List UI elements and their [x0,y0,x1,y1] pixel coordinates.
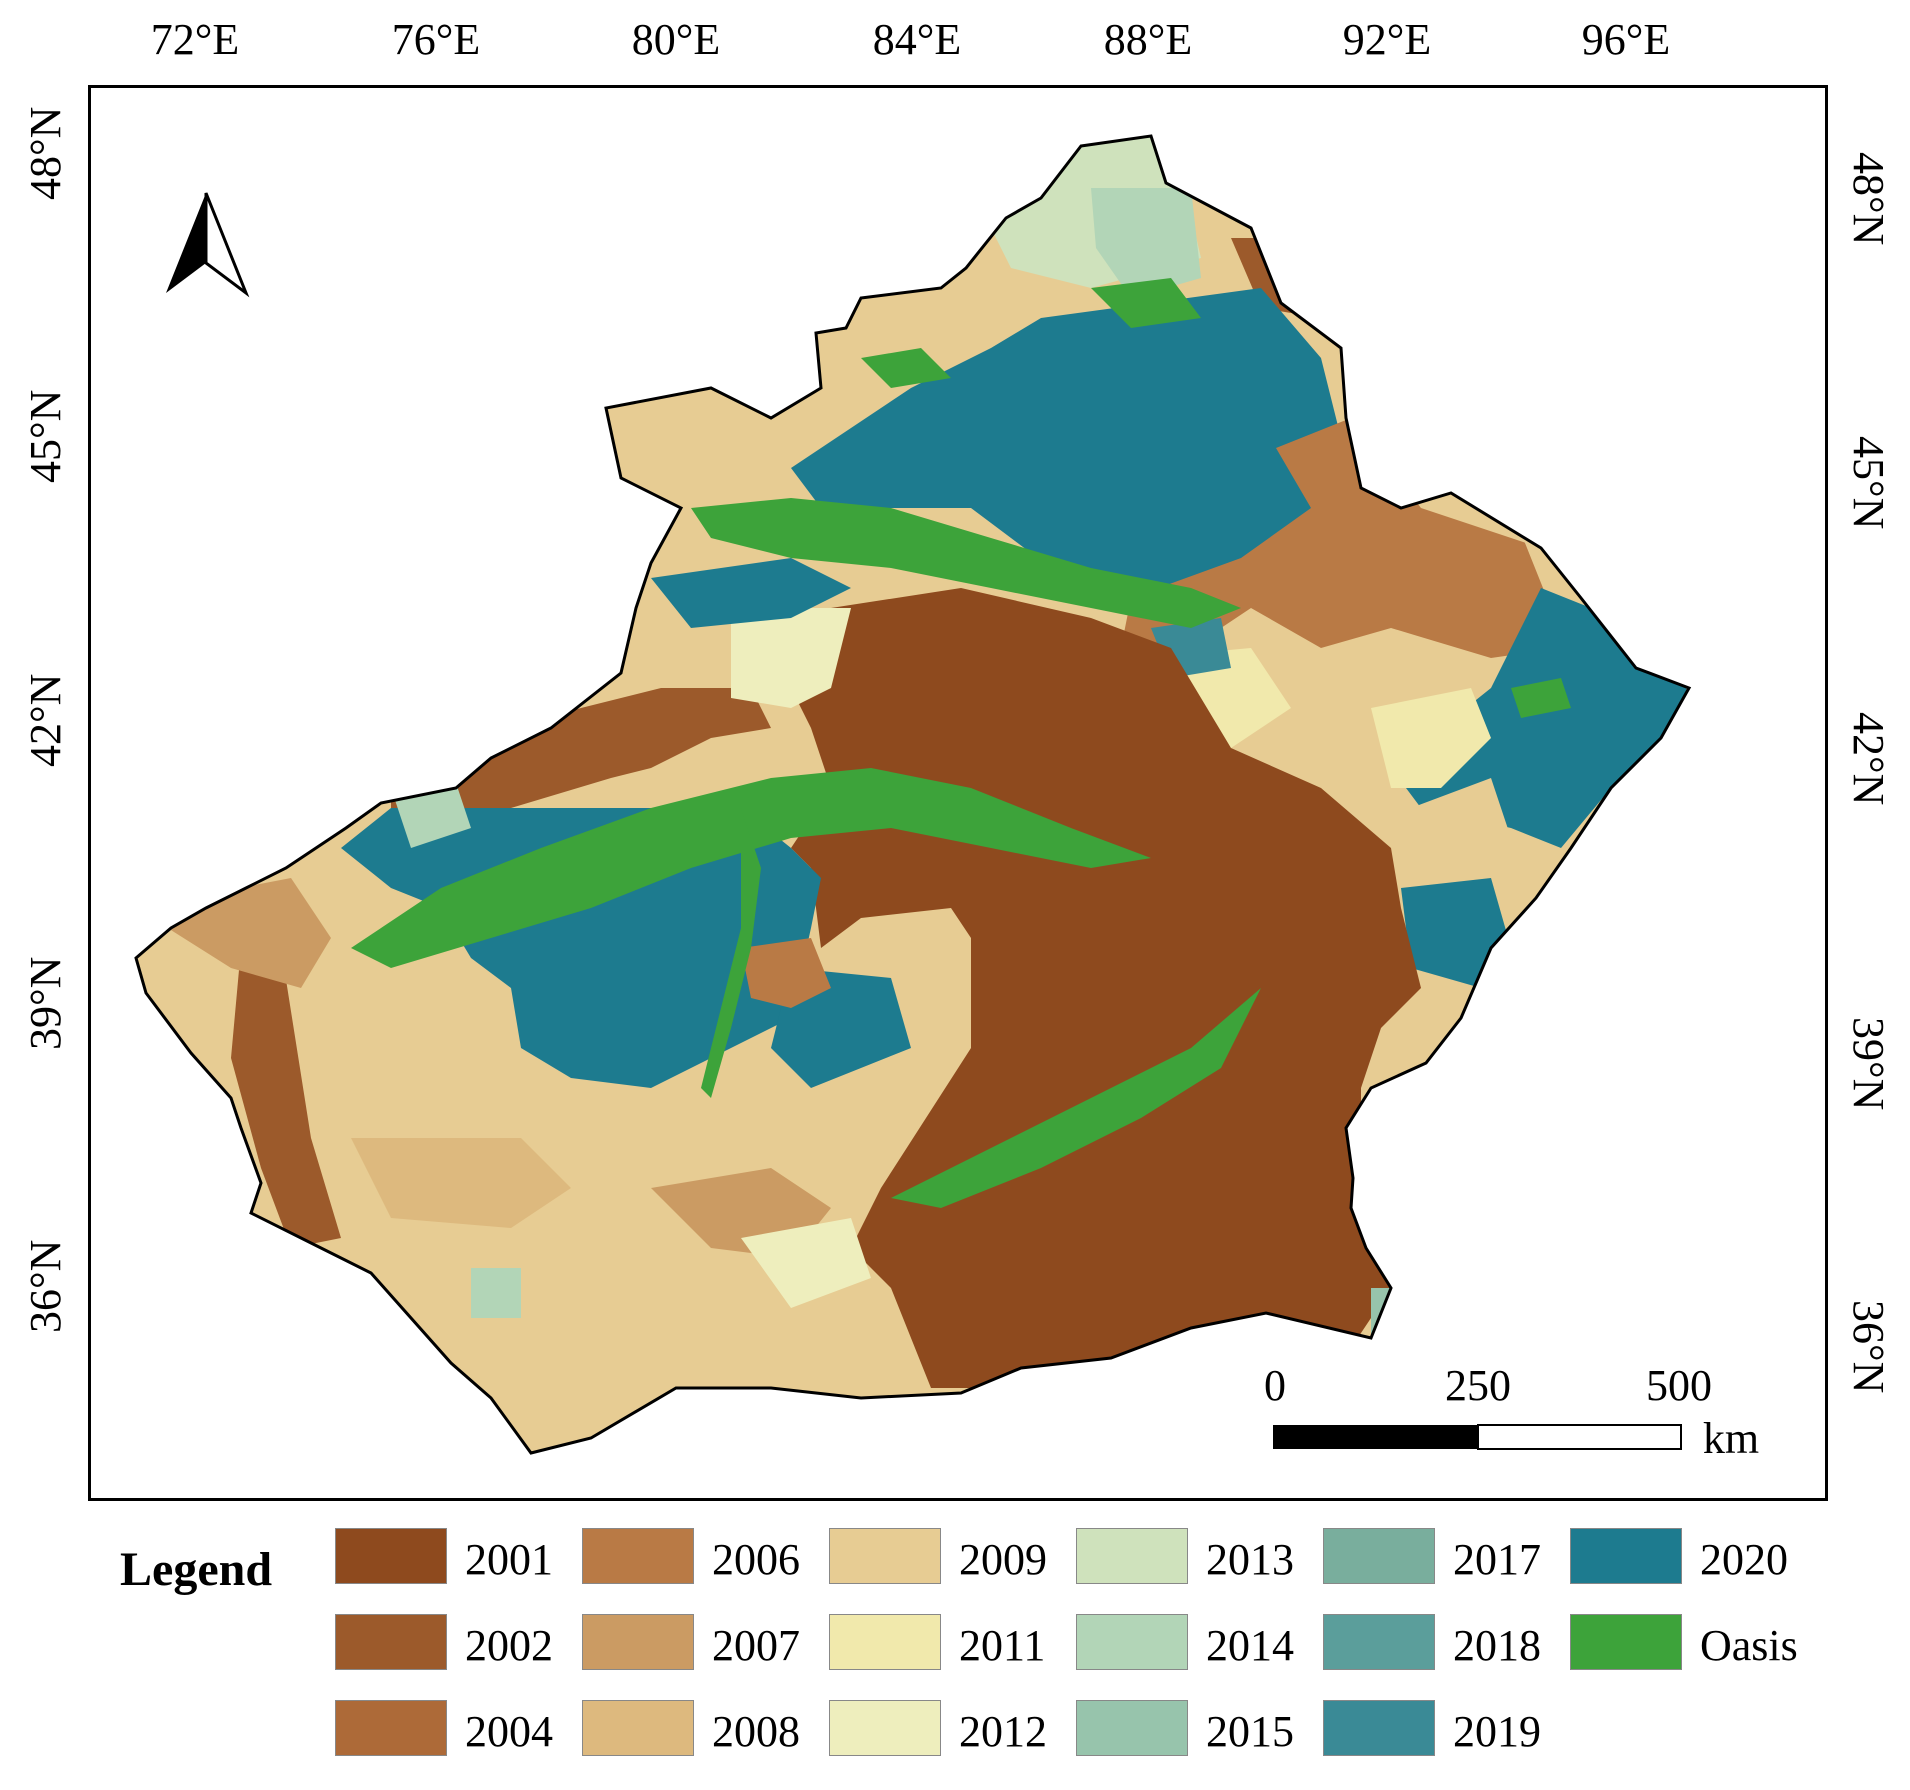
scale-label-0: 0 [1264,1361,1286,1410]
oasis-north [1091,278,1201,328]
legend-swatch [582,1528,694,1584]
region-2009-southeast [1411,778,1511,888]
oasis-areas [351,278,1571,1208]
legend-swatch [829,1528,941,1584]
lon-label-84e: 84°E [872,15,962,64]
legend-label: 2007 [712,1621,800,1670]
legend-swatch [1323,1528,1435,1584]
legend-label: 2013 [1206,1535,1294,1584]
oasis-tarim-south [891,988,1261,1208]
lon-label-80e: 80°E [631,15,721,64]
lat-label-right-45n: 45°N [1844,436,1893,530]
legend-swatch [1323,1614,1435,1670]
legend-swatch [829,1614,941,1670]
lon-label-96e: 96°E [1581,15,1671,64]
lat-label-left-42n: 42°N [21,673,70,767]
legend-label: 2008 [712,1707,800,1756]
north-arrow-icon [166,192,250,298]
oasis-tarim-north [351,768,1151,968]
lat-label-left-36n: 36°N [21,1239,70,1333]
legend-swatch [829,1700,941,1756]
region-2002-southwest [231,948,341,1248]
region-2014-north [1091,188,1201,298]
region-2020-dzungaria [791,288,1351,598]
oasis-east [1511,678,1571,718]
legend-swatch [1076,1700,1188,1756]
scale-bar-white-segment [1477,1424,1682,1450]
lat-label-right-36n: 36°N [1844,1300,1893,1394]
region-2006-tarim [741,938,831,1008]
oasis-river [701,808,761,1098]
legend-label: 2011 [959,1621,1046,1670]
legend-label: 2020 [1700,1535,1788,1584]
legend-swatch [1076,1614,1188,1670]
region-2014-south [471,1268,521,1318]
legend-label: 2001 [465,1535,553,1584]
oasis-north-strip [691,498,1241,628]
legend-label: 2015 [1206,1707,1294,1756]
legend-label: 2019 [1453,1707,1541,1756]
legend-swatch [1570,1614,1682,1670]
legend: Legend 2001 2006 2009 2013 2017 2020 2002 2007 2… [120,1528,1880,1768]
region-2011-east [1371,688,1491,788]
legend-label: 2009 [959,1535,1047,1584]
region-2020-southeast [1401,878,1511,988]
legend-swatch [1076,1528,1188,1584]
legend-swatch [1323,1700,1435,1756]
lon-label-72e: 72°E [150,15,240,64]
legend-label: 2004 [465,1707,553,1756]
map-color-regions [136,136,1689,1453]
scale-bar-black-segment [1273,1425,1478,1449]
lat-label-left-48n: 48°N [21,106,70,200]
legend-label: 2014 [1206,1621,1294,1670]
scale-unit-km: km [1702,1414,1760,1463]
region-2008-south [351,1138,571,1228]
region-boundary [134,134,1692,1455]
legend-label: 2017 [1453,1535,1541,1584]
xinjiang-map [134,134,1692,1455]
scale-label-500: 500 [1646,1361,1712,1410]
lat-label-right-48n: 48°N [1844,152,1893,246]
lat-label-right-42n: 42°N [1844,712,1893,806]
lat-label-right-39n: 39°N [1844,1017,1893,1111]
region-2015-southeast [1371,1288,1411,1348]
region-2012-south [741,1218,871,1308]
lon-label-92e: 92°E [1342,15,1432,64]
region-2020-northwest [651,558,851,628]
lon-label-88e: 88°E [1103,15,1193,64]
legend-title: Legend [120,1543,273,1596]
oasis-northwest [861,348,951,388]
legend-label: 2006 [712,1535,800,1584]
legend-swatch [335,1528,447,1584]
region-2012-west [731,608,851,708]
scale-bar [1273,1424,1682,1450]
region-2020-tarim-west [341,808,821,1088]
legend-label: Oasis [1700,1621,1798,1670]
lat-label-left-39n: 39°N [21,956,70,1050]
region-2006-east [1121,418,1561,658]
legend-label: 2012 [959,1707,1047,1756]
lon-label-76e: 76°E [391,15,481,64]
map-frame: 0 250 500 km [88,85,1828,1501]
scale-label-250: 250 [1445,1361,1511,1410]
region-2002-west [391,688,771,828]
legend-label: 2002 [465,1621,553,1670]
legend-swatch [1570,1528,1682,1584]
legend-swatch [335,1700,447,1756]
legend-label: 2018 [1453,1621,1541,1670]
lat-label-left-45n: 45°N [21,389,70,483]
legend-swatch [582,1700,694,1756]
legend-swatch [335,1614,447,1670]
legend-swatch [582,1614,694,1670]
